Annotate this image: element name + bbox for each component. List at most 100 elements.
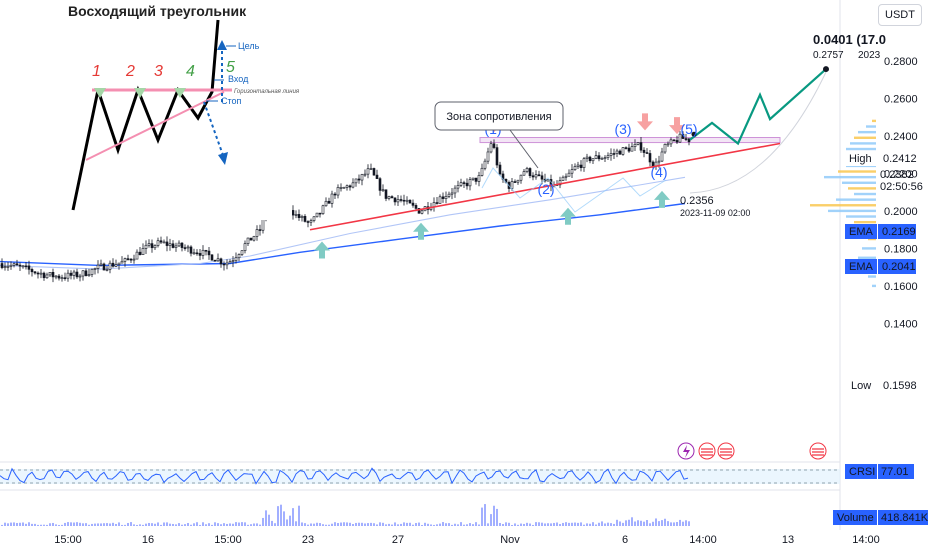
volume-bar — [232, 523, 234, 526]
candle-body — [609, 153, 613, 156]
volume-bar — [133, 524, 135, 526]
volume-bar — [445, 523, 447, 526]
volume-bar — [346, 522, 348, 526]
volume-bar — [100, 523, 102, 526]
volume-bar — [16, 522, 18, 526]
x-tick-label-0: 15:00 — [54, 534, 82, 546]
volume-bar — [256, 523, 258, 526]
candle-body — [528, 168, 532, 177]
volume-bar — [658, 521, 660, 526]
candle-body — [480, 167, 484, 176]
volume-bar — [334, 522, 336, 526]
volume-bar — [643, 521, 645, 526]
candle-body — [243, 243, 247, 251]
profile-bar — [868, 275, 876, 278]
candle-body — [90, 268, 94, 275]
volume-bar — [316, 522, 318, 526]
volume-bar — [319, 523, 321, 526]
candle-body — [450, 192, 454, 195]
candle-body — [435, 202, 439, 204]
candle-body — [621, 147, 625, 155]
candle-body — [0, 263, 4, 268]
candle-body — [327, 200, 331, 204]
candle-body — [360, 174, 364, 181]
volume-bar — [367, 523, 369, 526]
candle-body — [606, 155, 610, 158]
candle-body — [189, 246, 193, 254]
candle-body — [135, 251, 139, 260]
us-flag-icon — [698, 442, 716, 460]
volume-bar — [358, 522, 360, 526]
volume-bar — [541, 522, 543, 526]
volume-bar — [103, 523, 105, 526]
volume-bar — [511, 524, 513, 526]
volume-bar — [625, 520, 627, 526]
profile-bar — [846, 215, 876, 218]
candle-body — [165, 241, 169, 246]
candle-body — [519, 174, 523, 181]
profile-bar — [854, 136, 876, 139]
volume-bar — [226, 523, 228, 526]
volume-bar — [499, 522, 501, 526]
candle-body — [312, 216, 316, 221]
projection-arc — [689, 71, 827, 194]
candle-body — [375, 174, 379, 179]
profile-bar — [810, 204, 876, 207]
volume-bar — [562, 522, 564, 526]
candle-body — [684, 138, 688, 140]
volume-bar — [523, 523, 525, 526]
volume-label: Volume 418.841K — [833, 510, 929, 525]
candle-body — [537, 174, 541, 177]
projection-path[interactable] — [689, 68, 827, 146]
down-arrow-icon — [637, 113, 653, 131]
candle-body — [411, 202, 415, 206]
volume-bar — [340, 522, 342, 526]
triangle-sketch-lines — [481, 167, 667, 213]
volume-bar — [286, 519, 288, 526]
volume-bar — [595, 524, 597, 526]
crsi-line — [0, 467, 689, 485]
up-arrow-icon — [314, 241, 330, 259]
y-tick-label-1: 0.2600 — [884, 94, 918, 106]
volume-bar — [49, 523, 51, 526]
support-trendline[interactable] — [309, 142, 781, 231]
us-flag-icon-3 — [809, 442, 827, 460]
svg-text:02:50:56: 02:50:56 — [880, 181, 923, 193]
volume-bar — [484, 504, 486, 526]
candle-body — [126, 258, 130, 260]
currency-button[interactable]: USDT — [878, 4, 922, 26]
crsi-label: CRSI 77.01 — [845, 464, 914, 479]
candle-body — [219, 258, 223, 265]
x-tick-label-1: 16 — [142, 534, 154, 546]
volume-bar — [313, 523, 315, 526]
candle-body — [156, 240, 160, 246]
event-icons[interactable] — [677, 442, 827, 460]
volume-bar — [364, 523, 366, 526]
volume-bar — [502, 523, 504, 526]
candle-body — [207, 250, 211, 256]
profile-bar — [848, 187, 876, 190]
volume-bar — [481, 507, 483, 526]
svg-text:High: High — [849, 153, 872, 165]
candle-body — [36, 272, 40, 275]
candle-body — [294, 214, 298, 216]
volume-bar — [571, 522, 573, 526]
candle-body — [222, 263, 226, 266]
candle-body — [345, 185, 349, 188]
volume-bar — [538, 522, 540, 526]
volume-bar — [583, 524, 585, 526]
candle-body — [261, 218, 265, 231]
volume-bar — [4, 522, 6, 526]
volume-bar — [496, 508, 498, 526]
candle-body — [525, 168, 529, 172]
volume-bar — [556, 522, 558, 526]
volume-bar — [586, 523, 588, 526]
candle-body — [405, 199, 409, 202]
candle-body — [240, 250, 244, 255]
volume-bar — [244, 522, 246, 526]
volume-bar — [253, 523, 255, 526]
resistance-callout[interactable]: Зона сопротивления — [434, 101, 564, 169]
candle-body — [159, 240, 163, 243]
candle-body — [75, 271, 79, 278]
